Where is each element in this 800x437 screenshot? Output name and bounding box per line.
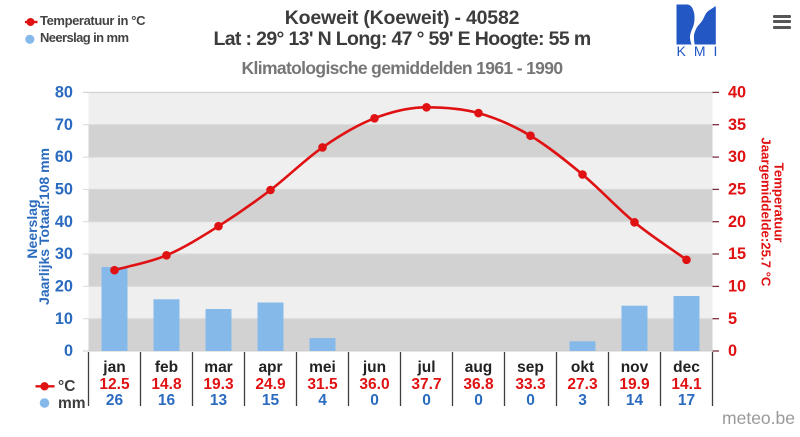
svg-text:33.3: 33.3 (515, 376, 546, 393)
svg-text:KMI: KMI (677, 43, 720, 58)
svg-text:mm: mm (58, 395, 86, 412)
svg-text:70: 70 (55, 116, 73, 134)
svg-text:19.3: 19.3 (203, 376, 234, 393)
svg-text:feb: feb (155, 359, 178, 376)
svg-text:30: 30 (728, 148, 746, 166)
svg-text:60: 60 (55, 148, 73, 166)
svg-text:mar: mar (204, 359, 232, 376)
svg-text:14.1: 14.1 (671, 376, 702, 393)
svg-text:35: 35 (728, 116, 746, 134)
svg-text:jan: jan (102, 359, 125, 376)
svg-text:3: 3 (578, 392, 587, 409)
svg-text:4: 4 (318, 392, 327, 409)
svg-text:20: 20 (55, 278, 73, 296)
svg-text:16: 16 (158, 392, 176, 409)
svg-text:30: 30 (55, 245, 73, 263)
svg-text:nov: nov (621, 359, 649, 376)
svg-text:meteo.be: meteo.be (722, 408, 795, 428)
svg-text:apr: apr (258, 359, 282, 376)
svg-text:31.5: 31.5 (307, 376, 338, 393)
svg-text:0: 0 (474, 392, 483, 409)
svg-text:15: 15 (262, 392, 280, 409)
svg-text:36.8: 36.8 (463, 376, 494, 393)
svg-text:36.0: 36.0 (359, 376, 389, 393)
svg-text:10: 10 (728, 278, 746, 296)
svg-text:14.8: 14.8 (151, 376, 182, 393)
svg-text:jun: jun (362, 359, 386, 376)
svg-text:jul: jul (416, 359, 435, 376)
svg-text:27.3: 27.3 (567, 376, 598, 393)
svg-text:17: 17 (678, 392, 695, 409)
svg-text:sep: sep (517, 359, 544, 376)
svg-text:okt: okt (571, 359, 594, 376)
svg-text:0: 0 (526, 392, 535, 409)
svg-text:24.9: 24.9 (255, 376, 286, 393)
svg-text:12.5: 12.5 (99, 376, 130, 393)
svg-text:Temperatuur: Temperatuur (772, 163, 787, 243)
svg-text:19.9: 19.9 (619, 376, 650, 393)
svg-text:0: 0 (64, 342, 73, 360)
svg-text:dec: dec (673, 359, 700, 376)
svg-text:Jaarlijks Totaal:108 mm: Jaarlijks Totaal:108 mm (36, 148, 52, 305)
svg-text:15: 15 (728, 245, 746, 263)
svg-text:14: 14 (626, 392, 644, 409)
svg-text:0: 0 (728, 342, 737, 360)
svg-text:10: 10 (55, 310, 73, 328)
svg-text:°C: °C (58, 378, 75, 395)
svg-text:5: 5 (728, 310, 737, 328)
svg-text:Jaargemiddelde:25.7 °C: Jaargemiddelde:25.7 °C (758, 137, 773, 286)
svg-text:37.7: 37.7 (411, 376, 441, 393)
svg-text:13: 13 (210, 392, 228, 409)
svg-text:50: 50 (55, 181, 73, 199)
svg-text:mei: mei (309, 359, 336, 376)
svg-text:aug: aug (465, 359, 493, 376)
svg-text:40: 40 (728, 84, 746, 102)
svg-text:80: 80 (55, 84, 73, 102)
svg-text:25: 25 (728, 181, 746, 199)
svg-text:40: 40 (55, 213, 73, 231)
svg-text:0: 0 (422, 392, 431, 409)
svg-text:0: 0 (370, 392, 379, 409)
svg-text:26: 26 (106, 392, 124, 409)
svg-text:20: 20 (728, 213, 746, 231)
svg-text:Neerslag: Neerslag (24, 199, 40, 258)
